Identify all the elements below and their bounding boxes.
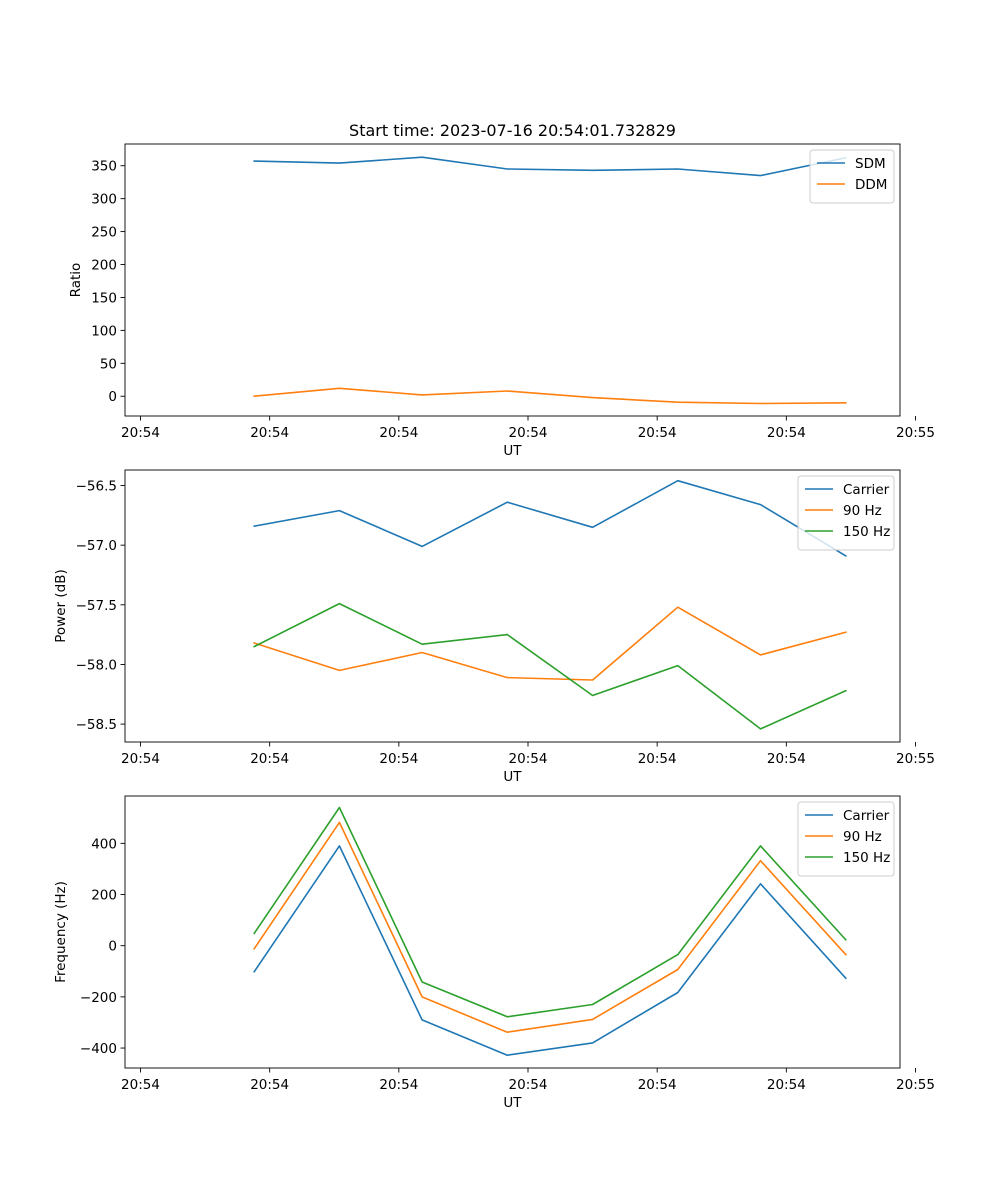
x-tick-label: 20:54 [509, 751, 548, 767]
y-tick-label: 350 [91, 159, 117, 175]
x-tick-label: 20:54 [509, 425, 548, 441]
x-tick-label: 20:54 [767, 751, 806, 767]
y-tick-label: −56.5 [76, 479, 117, 495]
x-tick-label: 20:54 [767, 425, 806, 441]
chart-title: Start time: 2023-07-16 20:54:01.732829 [349, 121, 676, 140]
axes-frame [124, 469, 901, 743]
y-tick-label: −200 [80, 990, 117, 1006]
x-axis-label: UT [503, 443, 522, 459]
axes-frame [124, 795, 901, 1069]
legend-label: DDM [855, 177, 887, 193]
x-axis-label: UT [503, 1095, 522, 1111]
x-tick-label: 20:54 [121, 425, 160, 441]
y-tick-label: −58.5 [76, 717, 117, 733]
subplot-2: 20:54 20:54 20:54 20:54 20:54 20:54 20:55 −58.5… [53, 469, 935, 785]
x-tick-label: 20:55 [896, 425, 935, 441]
y-tick-label: 200 [91, 888, 117, 904]
x-tick-label: 20:54 [379, 425, 418, 441]
legend: SDM DDM [809, 149, 895, 204]
series-line-90-hz [253, 821, 847, 1033]
legend-label: SDM [855, 156, 886, 172]
subplot-1: 20:54 20:54 20:54 20:54 20:54 20:54 20:55 0 50 10… [68, 121, 935, 459]
y-tick-label: −57.0 [76, 538, 117, 554]
y-tick-label: −400 [80, 1041, 117, 1057]
y-tick-label: 150 [91, 290, 117, 306]
y-tick-label: 400 [91, 836, 117, 852]
legend-label: 150 Hz [843, 850, 890, 866]
series-line-sdm [253, 156, 847, 177]
series-line-150-hz [253, 602, 847, 730]
series-line-150-hz [253, 806, 847, 1018]
x-tick-label: 20:54 [379, 1077, 418, 1093]
y-axis-label: Frequency (Hz) [53, 881, 69, 983]
legend-label: Carrier [843, 482, 890, 498]
x-tick-label: 20:54 [509, 1077, 548, 1093]
x-tick-label: 20:54 [767, 1077, 806, 1093]
x-tick-label: 20:54 [638, 425, 677, 441]
x-tick-label: 20:54 [638, 751, 677, 767]
legend: Carrier 90 Hz 150 Hz [797, 475, 895, 551]
subplot-3: 20:54 20:54 20:54 20:54 20:54 20:54 20:55 −400 −… [53, 795, 935, 1111]
x-tick-label: 20:54 [121, 1077, 160, 1093]
series-line-90-hz [253, 606, 847, 681]
legend: Carrier 90 Hz 150 Hz [797, 801, 895, 877]
y-tick-label: 300 [91, 192, 117, 208]
series-line-carrier [253, 479, 847, 557]
y-tick-label: −58.0 [76, 657, 117, 673]
series-line-ddm [253, 387, 847, 405]
y-tick-label: 50 [100, 356, 117, 372]
y-tick-label: 250 [91, 225, 117, 241]
x-tick-label: 20:54 [638, 1077, 677, 1093]
legend-label: 90 Hz [843, 503, 882, 519]
x-tick-label: 20:54 [121, 751, 160, 767]
y-tick-label: 100 [91, 323, 117, 339]
y-tick-label: 200 [91, 258, 117, 274]
y-tick-label: 0 [108, 939, 117, 955]
legend-label: 150 Hz [843, 524, 890, 540]
y-tick-label: 0 [108, 389, 117, 405]
legend-label: 90 Hz [843, 829, 882, 845]
y-tick-label: −57.5 [76, 598, 117, 614]
x-tick-label: 20:54 [250, 1077, 289, 1093]
x-tick-label: 20:55 [896, 1077, 935, 1093]
x-axis-label: UT [503, 769, 522, 785]
x-tick-label: 20:54 [250, 425, 289, 441]
series-line-carrier [253, 845, 847, 1056]
x-tick-label: 20:55 [896, 751, 935, 767]
y-axis-label: Ratio [68, 263, 84, 298]
y-axis-label: Power (dB) [53, 569, 69, 642]
x-tick-label: 20:54 [379, 751, 418, 767]
axes-frame [124, 143, 901, 417]
x-tick-label: 20:54 [250, 751, 289, 767]
legend-label: Carrier [843, 808, 890, 824]
